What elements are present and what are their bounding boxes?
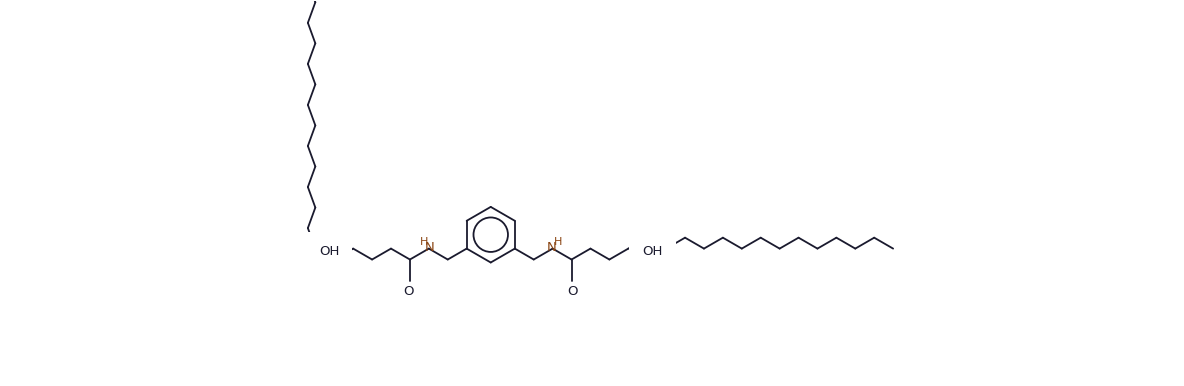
Text: O: O: [567, 285, 578, 298]
Text: N: N: [425, 241, 435, 254]
Text: H: H: [419, 237, 429, 247]
Text: O: O: [404, 285, 414, 298]
Text: H: H: [553, 237, 561, 247]
Text: N: N: [547, 241, 556, 254]
Text: OH: OH: [318, 245, 340, 258]
Text: OH: OH: [642, 245, 663, 258]
